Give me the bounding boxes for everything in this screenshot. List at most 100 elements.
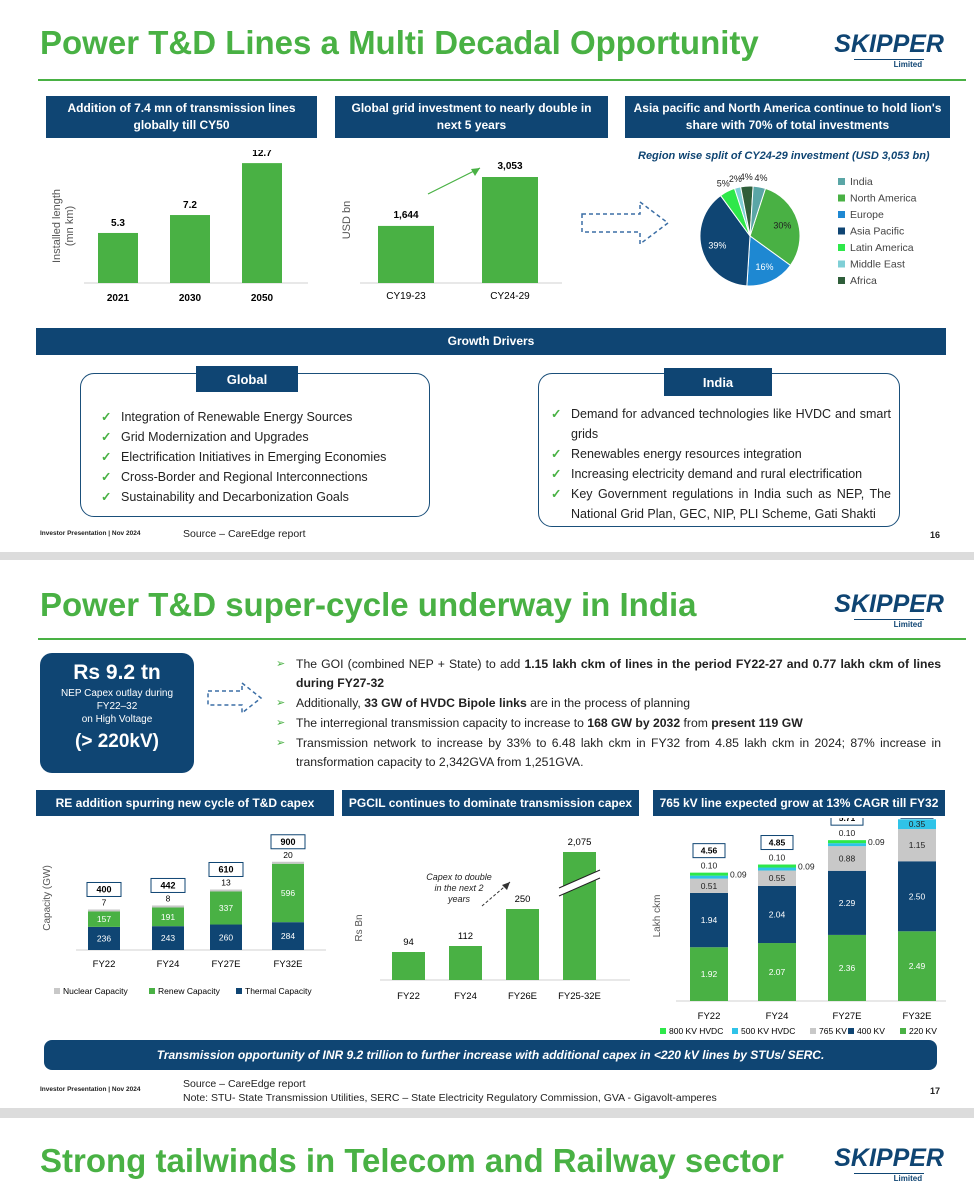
- segment-label: 0.55: [769, 873, 786, 883]
- segment-label: 284: [281, 931, 295, 941]
- kp-text: Transmission network to increase by 33% …: [296, 736, 941, 769]
- bar-segment: [272, 922, 304, 950]
- bar-segment: [88, 926, 120, 950]
- logo-sub: Limited: [854, 619, 925, 630]
- axis-break-line: [558, 877, 601, 897]
- growth-drivers-bar: Growth Drivers: [36, 328, 946, 355]
- logo-text: SKIPPER: [834, 590, 944, 618]
- skipper-logo: SKIPPER Limited: [834, 1144, 944, 1184]
- total-box: [208, 861, 244, 877]
- page-number: 17: [929, 1086, 940, 1096]
- pie-slice: [749, 187, 801, 267]
- bar-segment: [210, 891, 242, 925]
- header-pgcil: PGCIL continues to dominate transmission…: [342, 790, 639, 816]
- global-tag: Global: [196, 366, 298, 392]
- skipper-logo: SKIPPER Limited: [834, 30, 944, 70]
- bar-segment: [690, 875, 728, 879]
- bar: [506, 909, 539, 980]
- bar: [98, 232, 138, 283]
- total-label: 610: [218, 864, 233, 874]
- y-axis-label: Rs Bn: [354, 914, 365, 941]
- header-tx-lines: Addition of 7.4 mn of transmission lines…: [46, 96, 317, 138]
- chart-765kv: 1.92 1.94 0.51 0.09 0.10 4.56 FY22 2.07 2.04 0.55…: [652, 818, 946, 1036]
- bar-segment: [758, 870, 796, 886]
- legend-label: 220 KV: [909, 1026, 937, 1036]
- bar-segment: [152, 926, 184, 950]
- capex-value: Rs 9.2 tn: [73, 661, 161, 684]
- bar-segment: [758, 885, 796, 944]
- capex-line2: FY22–32: [96, 701, 138, 712]
- y-axis-label: Capacity (GW): [42, 865, 53, 931]
- slide-title: Power T&D super-cycle underway in India: [40, 586, 697, 623]
- data-label: 7.2: [183, 200, 197, 211]
- segment-label: 1.94: [701, 915, 718, 925]
- tick-label: CY24-29: [490, 291, 530, 302]
- total-label: 900: [280, 837, 295, 847]
- kp-bold: 168 GW by 2032: [587, 716, 681, 730]
- india-drivers-list: Demand for advanced technologies like HV…: [547, 404, 891, 524]
- legend-swatch: [660, 1028, 666, 1034]
- total-box: [86, 881, 122, 897]
- global-driver-item: Grid Modernization and Upgrades: [97, 427, 427, 447]
- bar-segment: [828, 843, 866, 847]
- segment-label: 13: [221, 877, 231, 887]
- bar: [449, 946, 482, 980]
- global-driver-item: Cross-Border and Regional Interconnectio…: [97, 467, 427, 487]
- segment-label: 2.49: [909, 961, 926, 971]
- legend-label: Middle East: [850, 259, 905, 271]
- segment-label: 2.29: [839, 898, 856, 908]
- capex-card: Rs 9.2 tn NEP Capex outlay during FY22–3…: [40, 653, 194, 773]
- tick-label: FY22: [397, 991, 420, 1002]
- segment-label: 20: [283, 850, 293, 860]
- kp-text: The interregional transmission capacity …: [296, 716, 588, 730]
- india-driver-item: Demand for advanced technologies like HV…: [547, 404, 891, 444]
- skipper-logo: SKIPPER Limited: [834, 590, 944, 630]
- bar-segment: [690, 878, 728, 893]
- segment-label: 2.07: [769, 967, 786, 977]
- legend-swatch: [149, 988, 155, 994]
- tick-label: FY22: [698, 1011, 721, 1022]
- bar-segment: [828, 840, 866, 844]
- bar: [242, 163, 282, 283]
- kp-bold: present 119 GW: [711, 716, 803, 730]
- segment-label: 191: [161, 912, 175, 922]
- page-number: 16: [929, 530, 940, 540]
- legend-label: 800 KV HVDC: [669, 1026, 723, 1036]
- tick-label: FY24: [157, 959, 180, 970]
- logo-text: SKIPPER: [834, 30, 944, 58]
- bar: [392, 952, 425, 980]
- tick-label: FY27E: [832, 1011, 861, 1022]
- bar-segment: [690, 892, 728, 948]
- capex-volt: (> 220kV): [75, 731, 159, 752]
- kp-bold: 1.15 lakh ckm of lines in the period FY2…: [296, 657, 941, 690]
- dashed-arrow-icon: [581, 200, 670, 246]
- india-driver-item: Key Government regulations in India such…: [547, 484, 891, 524]
- legend-label: Latin America: [850, 242, 914, 254]
- legend-swatch: [236, 988, 242, 994]
- kp-text: are in the process of planning: [526, 696, 691, 710]
- data-label: 1,644: [393, 210, 418, 221]
- global-drivers-list: Integration of Renewable Energy Sources …: [97, 407, 427, 507]
- legend-label: 400 KV: [857, 1026, 885, 1036]
- bar-segment: [690, 947, 728, 1001]
- data-label: 94: [403, 937, 414, 948]
- data-label: 3,053: [497, 161, 522, 172]
- data-label: 12.7: [252, 150, 272, 159]
- trend-arrow: [427, 167, 481, 195]
- banner-text: Transmission opportunity of INR 9.2 tril…: [156, 1048, 825, 1062]
- tick-label: FY25-32E: [558, 991, 601, 1002]
- segment-label: 260: [219, 932, 233, 942]
- total-label: 5.71: [839, 818, 856, 823]
- segment-label: 2.50: [909, 891, 926, 901]
- legend-swatch: [810, 1028, 816, 1034]
- tick-label: FY22: [93, 959, 116, 970]
- source-text: Source – CareEdge report: [183, 1078, 306, 1090]
- legend-label: Africa: [850, 275, 877, 287]
- segment-label: 2.04: [769, 909, 786, 919]
- segment-label: 0.10: [839, 828, 856, 838]
- pie-subtitle: Region wise split of CY24-29 investment …: [638, 150, 930, 162]
- legend-swatch: [838, 211, 845, 218]
- footer-text: Investor Presentation | Nov 2024: [40, 1086, 141, 1093]
- logo-sub: Limited: [854, 59, 925, 70]
- legend-label: India: [850, 176, 873, 188]
